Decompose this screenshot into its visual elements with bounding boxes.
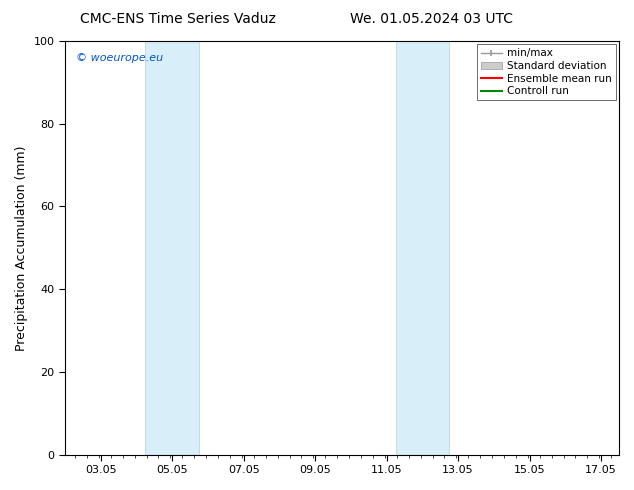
Y-axis label: Precipitation Accumulation (mm): Precipitation Accumulation (mm) (15, 145, 28, 350)
Bar (396, 41, 450, 455)
Text: CMC-ENS Time Series Vaduz: CMC-ENS Time Series Vaduz (80, 12, 275, 26)
Text: We. 01.05.2024 03 UTC: We. 01.05.2024 03 UTC (349, 12, 513, 26)
Bar (145, 41, 199, 455)
Legend: min/max, Standard deviation, Ensemble mean run, Controll run: min/max, Standard deviation, Ensemble me… (477, 44, 616, 100)
Text: © woeurope.eu: © woeurope.eu (76, 53, 163, 64)
